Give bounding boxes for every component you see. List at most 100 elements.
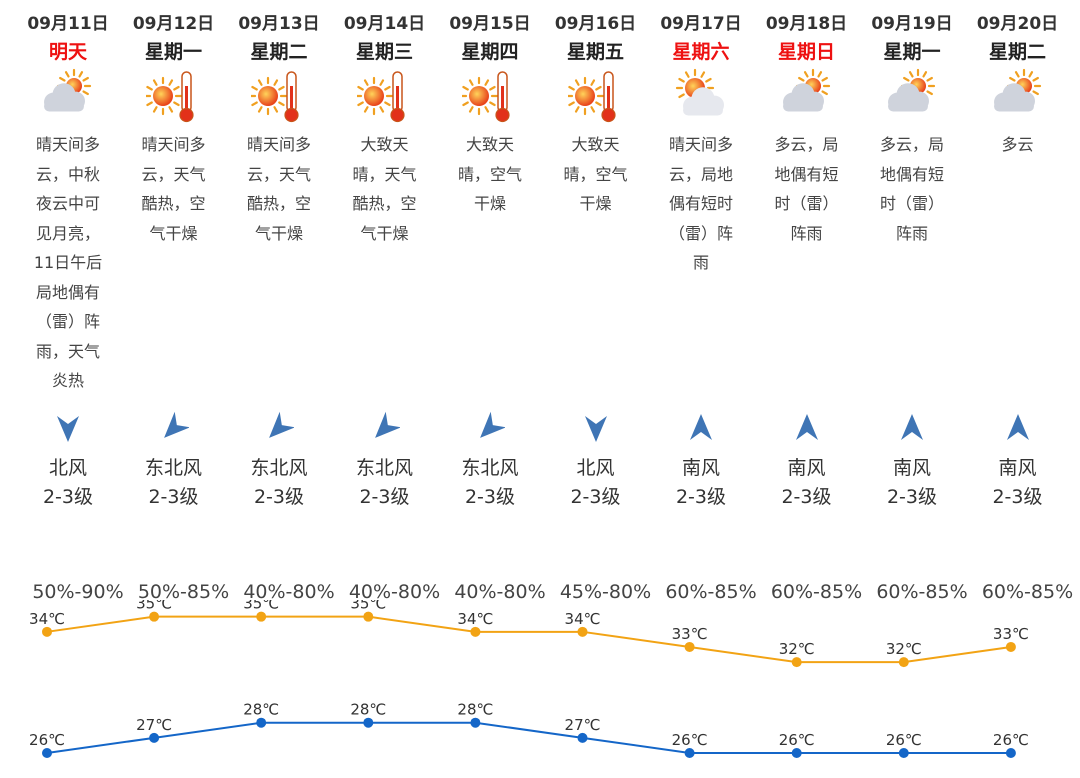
data-label: 34℃	[29, 610, 65, 628]
wind-level: 2-3级	[359, 486, 410, 508]
humidity-range: 40%-80%	[454, 581, 546, 603]
day-date: 09月13日	[238, 14, 320, 34]
wind-south-icon	[690, 414, 712, 440]
day-weekday: 星期二	[988, 41, 1046, 63]
description-line: 阵雨	[790, 223, 823, 243]
description-line: 云，局地	[668, 164, 733, 184]
temperature-chart: 34℃ 35℃ 35℃ 35℃ 34℃ 34℃ 33℃ 32℃ 32℃ 33℃ 26℃ 27℃ 28℃ 2…	[29, 600, 1029, 759]
description-line: 晴天间多	[246, 135, 311, 154]
day-description: 大致天 晴，空气 干燥	[450, 130, 530, 219]
partly-cloudy-icon	[782, 68, 830, 112]
description-line: 地偶有短	[774, 164, 839, 184]
description-line: 大致天	[571, 135, 620, 154]
day-date: 09月20日	[976, 14, 1059, 34]
data-label: 35℃	[136, 600, 172, 613]
data-label: 26℃	[993, 731, 1029, 749]
data-point	[791, 657, 802, 668]
day-column: 09月14日 星期三 大致天 晴，天气 酷热，空 气干燥 东北风 2-3级	[333, 0, 437, 570]
data-label: 35℃	[350, 600, 386, 613]
day-column: 09月11日 明天 晴天间多 云，中秋 夜云中可 见月亮， 11日午后 局地偶有 （雷）阵 雨，天…	[16, 0, 120, 570]
data-point	[470, 626, 481, 637]
day-description: 多云，局 地偶有短 时（雷） 阵雨	[767, 130, 847, 248]
data-point	[363, 717, 374, 728]
data-point	[577, 626, 588, 637]
data-point	[898, 748, 909, 759]
wind-level: 2-3级	[42, 486, 94, 508]
wind-northeast-icon	[269, 411, 294, 438]
description-line: 云，天气	[141, 164, 206, 184]
data-point	[791, 748, 802, 759]
humidity-range: 40%-80%	[243, 581, 335, 603]
partly-cloudy-icon	[888, 68, 936, 112]
description-line: 炎热	[51, 371, 84, 390]
wind-level: 2-3级	[886, 486, 938, 508]
sunny-hot-icon	[356, 71, 405, 123]
day-date: 09月12日	[132, 14, 215, 34]
data-label: 27℃	[565, 716, 601, 734]
data-point	[256, 611, 267, 622]
wind-level: 2-3级	[781, 486, 832, 508]
description-line: 云，中秋	[35, 164, 100, 184]
data-label: 26℃	[779, 731, 815, 749]
day-description: 多云，局 地偶有短 时（雷） 阵雨	[872, 130, 952, 248]
description-line: 干燥	[473, 194, 506, 213]
day-description: 大致天 晴，空气 干燥	[556, 130, 636, 219]
data-point	[42, 748, 52, 759]
day-weekday: 星期四	[461, 41, 519, 63]
data-label: 28℃	[350, 701, 386, 719]
description-line: 云，天气	[246, 164, 311, 184]
sunny-hot-icon	[145, 71, 194, 123]
wind-direction: 南风	[892, 457, 931, 479]
data-label: 35℃	[243, 600, 279, 613]
description-line: 大致天	[360, 135, 409, 154]
day-weekday: 明天	[48, 41, 87, 63]
wind-south-icon	[1006, 414, 1029, 440]
humidity-range: 60%-85%	[981, 581, 1074, 603]
humidity-range: 45%-80%	[559, 581, 652, 603]
wind-level: 2-3级	[253, 486, 305, 508]
day-column: 09月17日 星期六 晴天间多 云，局地 偶有短时 （雷）阵雨南风 2-3级	[649, 0, 753, 570]
day-weekday: 星期三	[355, 41, 413, 63]
day-column: 09月19日 星期一 多云，局 地偶有短 时（雷） 阵雨 南风 2-3级	[860, 0, 964, 570]
wind-direction: 东北风	[461, 457, 519, 479]
day-column: 09月18日 星期日 多云，局 地偶有短 时（雷） 阵雨 南风 2-3级	[755, 0, 859, 570]
description-line: 雨	[692, 253, 709, 272]
description-line: 11日午后	[33, 253, 103, 272]
day-date: 09月17日	[660, 14, 742, 34]
sunny-hot-icon	[567, 71, 616, 123]
description-line: 阵雨	[895, 223, 928, 243]
description-line: 夜云中可	[35, 194, 100, 213]
description-line: 晴，天气	[352, 164, 417, 184]
day-weekday: 星期一	[883, 41, 941, 63]
description-line: 气干燥	[254, 223, 303, 243]
wind-north-icon	[57, 416, 79, 442]
data-label: 33℃	[993, 625, 1029, 643]
wind-northeast-icon	[163, 411, 189, 438]
humidity-range: 40%-80%	[348, 581, 441, 603]
data-point	[898, 657, 909, 668]
data-label: 33℃	[672, 625, 708, 643]
wind-south-icon	[795, 414, 818, 440]
humidity-range: 60%-85%	[665, 581, 757, 603]
day-column: 09月13日 星期二 晴天间多 云，天气 酷热，空 气干燥 东北风 2-3级	[227, 0, 331, 570]
data-label: 26℃	[886, 731, 922, 749]
partly-cloudy-icon	[993, 68, 1041, 112]
wind-direction: 北风	[48, 457, 87, 479]
day-weekday: 星期二	[250, 41, 308, 63]
data-label: 32℃	[886, 640, 922, 658]
humidity-range: 60%-85%	[876, 581, 968, 603]
wind-level: 2-3级	[148, 486, 199, 508]
wind-northeast-icon	[374, 411, 400, 438]
description-line: 多云	[1001, 135, 1034, 154]
wind-south-icon	[901, 414, 923, 440]
day-description: 大致天 晴，天气 酷热，空 气干燥	[345, 130, 425, 248]
data-label: 26℃	[672, 731, 708, 749]
humidity-range: 60%-85%	[770, 581, 863, 603]
description-line: 时（雷）	[774, 194, 839, 213]
description-line: 晴，空气	[457, 164, 522, 184]
data-label: 26℃	[29, 731, 65, 749]
description-line: （雷）阵	[668, 223, 733, 243]
data-label: 27℃	[136, 716, 172, 734]
day-column: 09月16日 星期五 大致天 晴，空气 干燥 北风 2-3级	[544, 0, 648, 570]
day-date: 09月18日	[765, 14, 848, 34]
